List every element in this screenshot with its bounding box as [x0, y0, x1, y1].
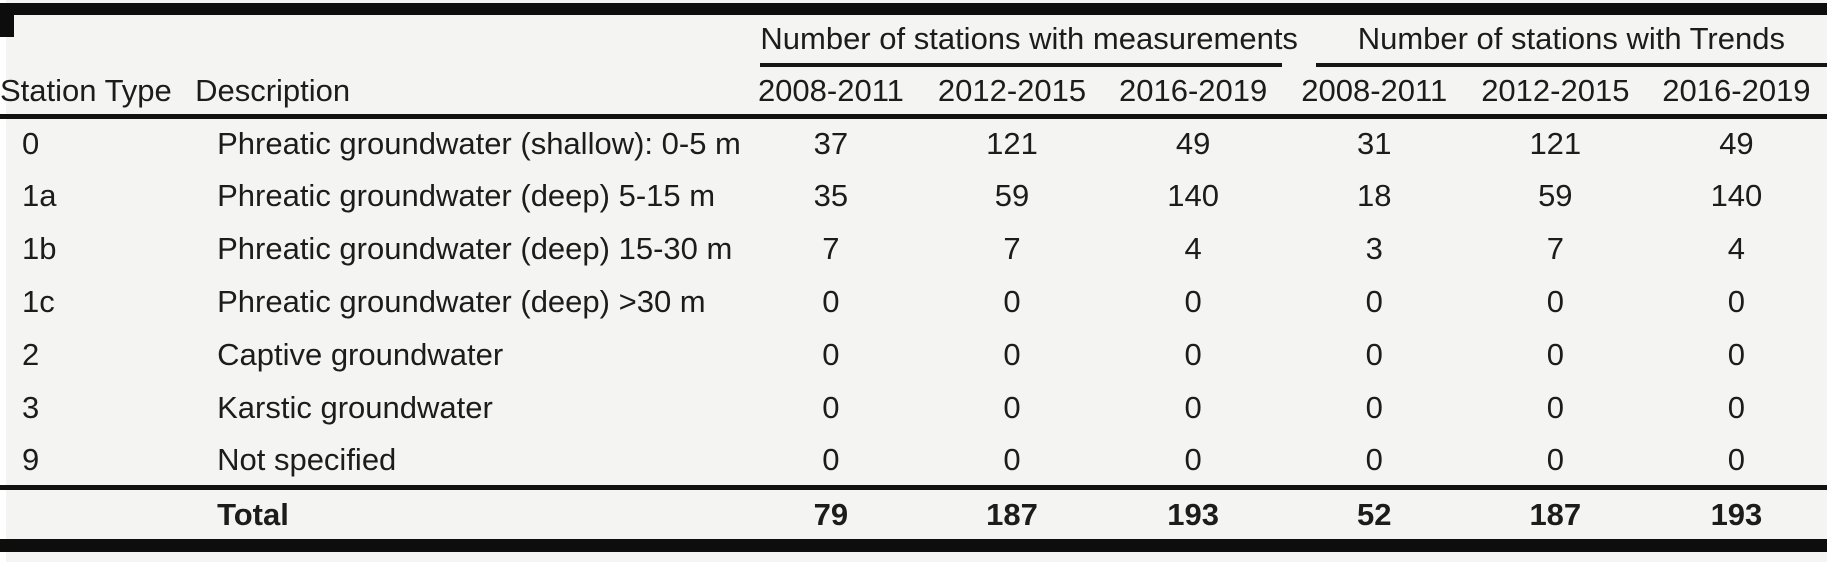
station-type-cell: 1c [22, 284, 55, 319]
measurements-cell: 121 [986, 126, 1038, 162]
table-row: 1c Phreatic groundwater (deep) >30 m 0 0… [0, 275, 1827, 328]
description-cell: Captive groundwater [217, 337, 504, 372]
trends-cell: 0 [1365, 390, 1383, 425]
stations-table: Number of stations with measurements Num… [0, 3, 1827, 552]
trends-cell: 0 [1365, 441, 1383, 477]
table-row: 2 Captive groundwater 0 0 0 0 0 0 [0, 328, 1827, 381]
header-trends-period-2: 2012-2015 [1464, 67, 1646, 119]
trends-cell: 121 [1529, 126, 1582, 162]
trends-cell: 0 [1365, 337, 1383, 372]
measurements-cell: 7 [822, 231, 840, 266]
total-trends-cell: 193 [1645, 484, 1827, 545]
trends-cell: 59 [1538, 178, 1573, 213]
total-measurements-cell: 193 [1102, 484, 1284, 545]
measurements-cell: 49 [1175, 126, 1211, 162]
description-cell: Phreatic groundwater (deep) 15-30 m [217, 231, 733, 266]
table-row: 1a Phreatic groundwater (deep) 5-15 m 35… [0, 169, 1827, 222]
station-type-cell: 0 [22, 126, 40, 162]
measurements-cell: 0 [1184, 337, 1202, 372]
description-cell: Karstic groundwater [217, 390, 493, 425]
group-header-spacer [0, 9, 740, 67]
trends-cell: 0 [1546, 337, 1564, 372]
measurements-cell: 35 [813, 178, 849, 213]
description-cell: Phreatic groundwater (shallow): 0-5 m [217, 126, 741, 162]
measurements-cell: 0 [1003, 441, 1021, 477]
trends-cell: 31 [1356, 126, 1392, 162]
total-trends-cell: 187 [1464, 484, 1646, 545]
trends-cell: 3 [1365, 231, 1383, 266]
trends-cell: 140 [1710, 178, 1763, 213]
total-trends-cell: 52 [1283, 484, 1465, 545]
header-measurements-period-2: 2012-2015 [921, 67, 1103, 119]
measurements-cell: 0 [1003, 337, 1021, 372]
header-trends-period-1: 2008-2011 [1283, 67, 1465, 119]
trends-cell: 49 [1719, 126, 1754, 162]
trends-cell: 0 [1546, 284, 1564, 319]
trends-cell: 0 [1727, 441, 1746, 477]
header-measurements-period-1: 2008-2011 [740, 67, 922, 119]
trends-cell: 0 [1727, 390, 1746, 425]
group-header-row: Number of stations with measurements Num… [0, 9, 1827, 67]
station-type-cell: 2 [22, 337, 40, 372]
header-description: Description [195, 67, 741, 119]
header-trends-period-3: 2016-2019 [1645, 67, 1827, 119]
top-left-corner-mark [0, 10, 14, 37]
measurements-cell: 0 [1184, 284, 1202, 319]
table-row: 0 Phreatic groundwater (shallow): 0-5 m … [0, 116, 1827, 169]
description-cell: Not specified [217, 441, 397, 477]
table-row: 3 Karstic groundwater 0 0 0 0 0 0 [0, 381, 1827, 434]
station-type-cell: 9 [22, 441, 40, 477]
measurements-cell: 0 [1003, 390, 1021, 425]
left-margin [0, 0, 6, 562]
table-row: 9 Not specified 0 0 0 0 0 0 [0, 434, 1827, 487]
header-station-type: Station Type [0, 67, 196, 119]
measurements-cell: 0 [1184, 390, 1202, 425]
trends-cell: 0 [1546, 390, 1564, 425]
total-label: Total [195, 484, 741, 545]
measurements-cell: 0 [1184, 441, 1202, 477]
measurements-cell: 59 [994, 178, 1030, 213]
measurements-cell: 7 [1003, 231, 1021, 266]
measurements-cell: 140 [1167, 178, 1219, 213]
total-station-type-cell [0, 484, 196, 545]
group-header-trends: Number of stations with Trends [1284, 9, 1827, 67]
total-measurements-cell: 79 [740, 484, 922, 545]
measurements-cell: 4 [1184, 231, 1202, 266]
station-type-cell: 1b [22, 231, 57, 266]
measurements-cell: 0 [1003, 284, 1021, 319]
trends-cell: 4 [1727, 231, 1746, 266]
trends-cell: 18 [1356, 178, 1392, 213]
measurements-cell: 37 [813, 126, 849, 162]
measurements-cell: 0 [822, 337, 840, 372]
trends-cell: 0 [1546, 441, 1564, 477]
trends-cell: 7 [1546, 231, 1564, 266]
header-measurements-period-3: 2016-2019 [1102, 67, 1284, 119]
description-cell: Phreatic groundwater (deep) >30 m [217, 284, 706, 319]
group-header-trends-label: Number of stations with Trends [1315, 23, 1827, 67]
trends-cell: 0 [1365, 284, 1383, 319]
trends-cell: 0 [1727, 284, 1746, 319]
measurements-cell: 0 [822, 390, 840, 425]
total-measurements-cell: 187 [921, 484, 1103, 545]
description-cell: Phreatic groundwater (deep) 5-15 m [217, 178, 716, 213]
group-header-measurements: Number of stations with measurements [740, 9, 1298, 67]
column-header-row: Station Type Description 2008-2011 2012-… [0, 67, 1827, 119]
measurements-cell: 0 [822, 441, 840, 477]
total-row: Total 79 187 193 52 187 193 [0, 484, 1827, 545]
station-type-cell: 3 [22, 390, 40, 425]
table-row: 1b Phreatic groundwater (deep) 15-30 m 7… [0, 222, 1827, 275]
measurements-cell: 0 [822, 284, 840, 319]
station-type-cell: 1a [22, 178, 57, 213]
group-header-measurements-label: Number of stations with measurements [760, 23, 1298, 67]
trends-cell: 0 [1727, 337, 1746, 372]
